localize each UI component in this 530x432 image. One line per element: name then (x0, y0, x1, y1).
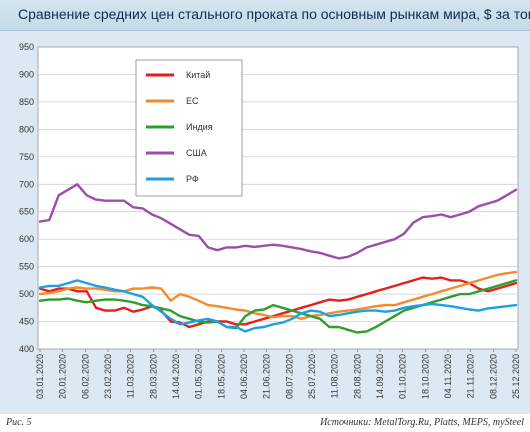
x-tick-label: 18.10.2020 (420, 354, 430, 399)
y-axis: 400 450 500 550 600 650 700 750 800 850 900 950 (19, 42, 34, 354)
series-line-4 (38, 279, 518, 333)
x-tick-label: 21.06.2020 (262, 354, 272, 399)
series-line-2 (38, 279, 518, 334)
legend-label: США (186, 148, 207, 158)
x-tick-label: 20.01.2020 (58, 354, 68, 399)
series-lines (38, 183, 518, 334)
x-tick-label: 04.11.2020 (443, 354, 453, 398)
legend-label: Китай (186, 70, 210, 80)
x-axis: 03.01.2020 20.01.2020 06.02.2020 23.02.2020… (35, 349, 521, 399)
x-tick-label: 25.12.2020 (511, 354, 521, 399)
legend-label: Индия (186, 122, 213, 132)
y-tick-label: 750 (19, 152, 34, 162)
x-tick-label: 03.01.2020 (35, 354, 45, 399)
x-tick-label: 14.04.2020 (171, 354, 181, 399)
line-chart: 400 450 500 550 600 650 700 750 800 850 900 950 03.… (19, 42, 521, 399)
x-tick-label: 11.03.2020 (126, 354, 136, 398)
y-tick-label: 800 (19, 124, 34, 134)
title-bar: Сравнение средних цен стального проката … (0, 0, 530, 31)
y-tick-label: 450 (19, 317, 34, 327)
gridlines (38, 74, 518, 322)
x-tick-label: 25.07.2020 (307, 354, 317, 399)
x-tick-label: 11.08.2020 (330, 354, 340, 398)
figure-label: Рис. 5 (6, 417, 32, 428)
y-tick-label: 650 (19, 207, 34, 217)
legend: Китай ЕС Индия США РФ (135, 59, 243, 197)
y-tick-label: 950 (19, 42, 34, 52)
x-tick-label: 23.02.2020 (103, 354, 113, 399)
x-tick-label: 08.07.2020 (284, 354, 294, 399)
x-tick-label: 04.06.2020 (239, 354, 249, 399)
plot-area (37, 46, 519, 350)
legend-label: ЕС (186, 96, 199, 106)
y-tick-label: 550 (19, 262, 34, 272)
series-line-0 (38, 276, 518, 329)
legend-label: РФ (186, 174, 199, 184)
x-tick-label: 14.09.2020 (375, 354, 385, 399)
y-tick-label: 500 (19, 289, 34, 299)
x-tick-label: 21.11.2020 (466, 354, 476, 398)
y-tick-label: 850 (19, 97, 34, 107)
x-tick-label: 01.10.2020 (398, 354, 408, 399)
x-tick-label: 06.02.2020 (80, 354, 90, 399)
y-tick-label: 700 (19, 179, 34, 189)
x-tick-label: 28.08.2020 (352, 354, 362, 399)
y-tick-label: 600 (19, 234, 34, 244)
x-tick-label: 08.12.2020 (488, 354, 498, 399)
footer: Рис. 5 Источники: MetalTorg.Ru, Platts, … (0, 414, 530, 432)
chart-title: Сравнение средних цен стального проката … (18, 6, 530, 22)
x-tick-label: 18.05.2020 (216, 354, 226, 399)
series-line-3 (38, 183, 518, 260)
y-tick-label: 900 (19, 69, 34, 79)
x-tick-label: 28.03.2020 (148, 354, 158, 399)
source-note: Источники: MetalTorg.Ru, Platts, MEPS, m… (320, 417, 524, 428)
y-tick-label: 400 (19, 344, 34, 354)
x-tick-label: 01.05.2020 (194, 354, 204, 399)
